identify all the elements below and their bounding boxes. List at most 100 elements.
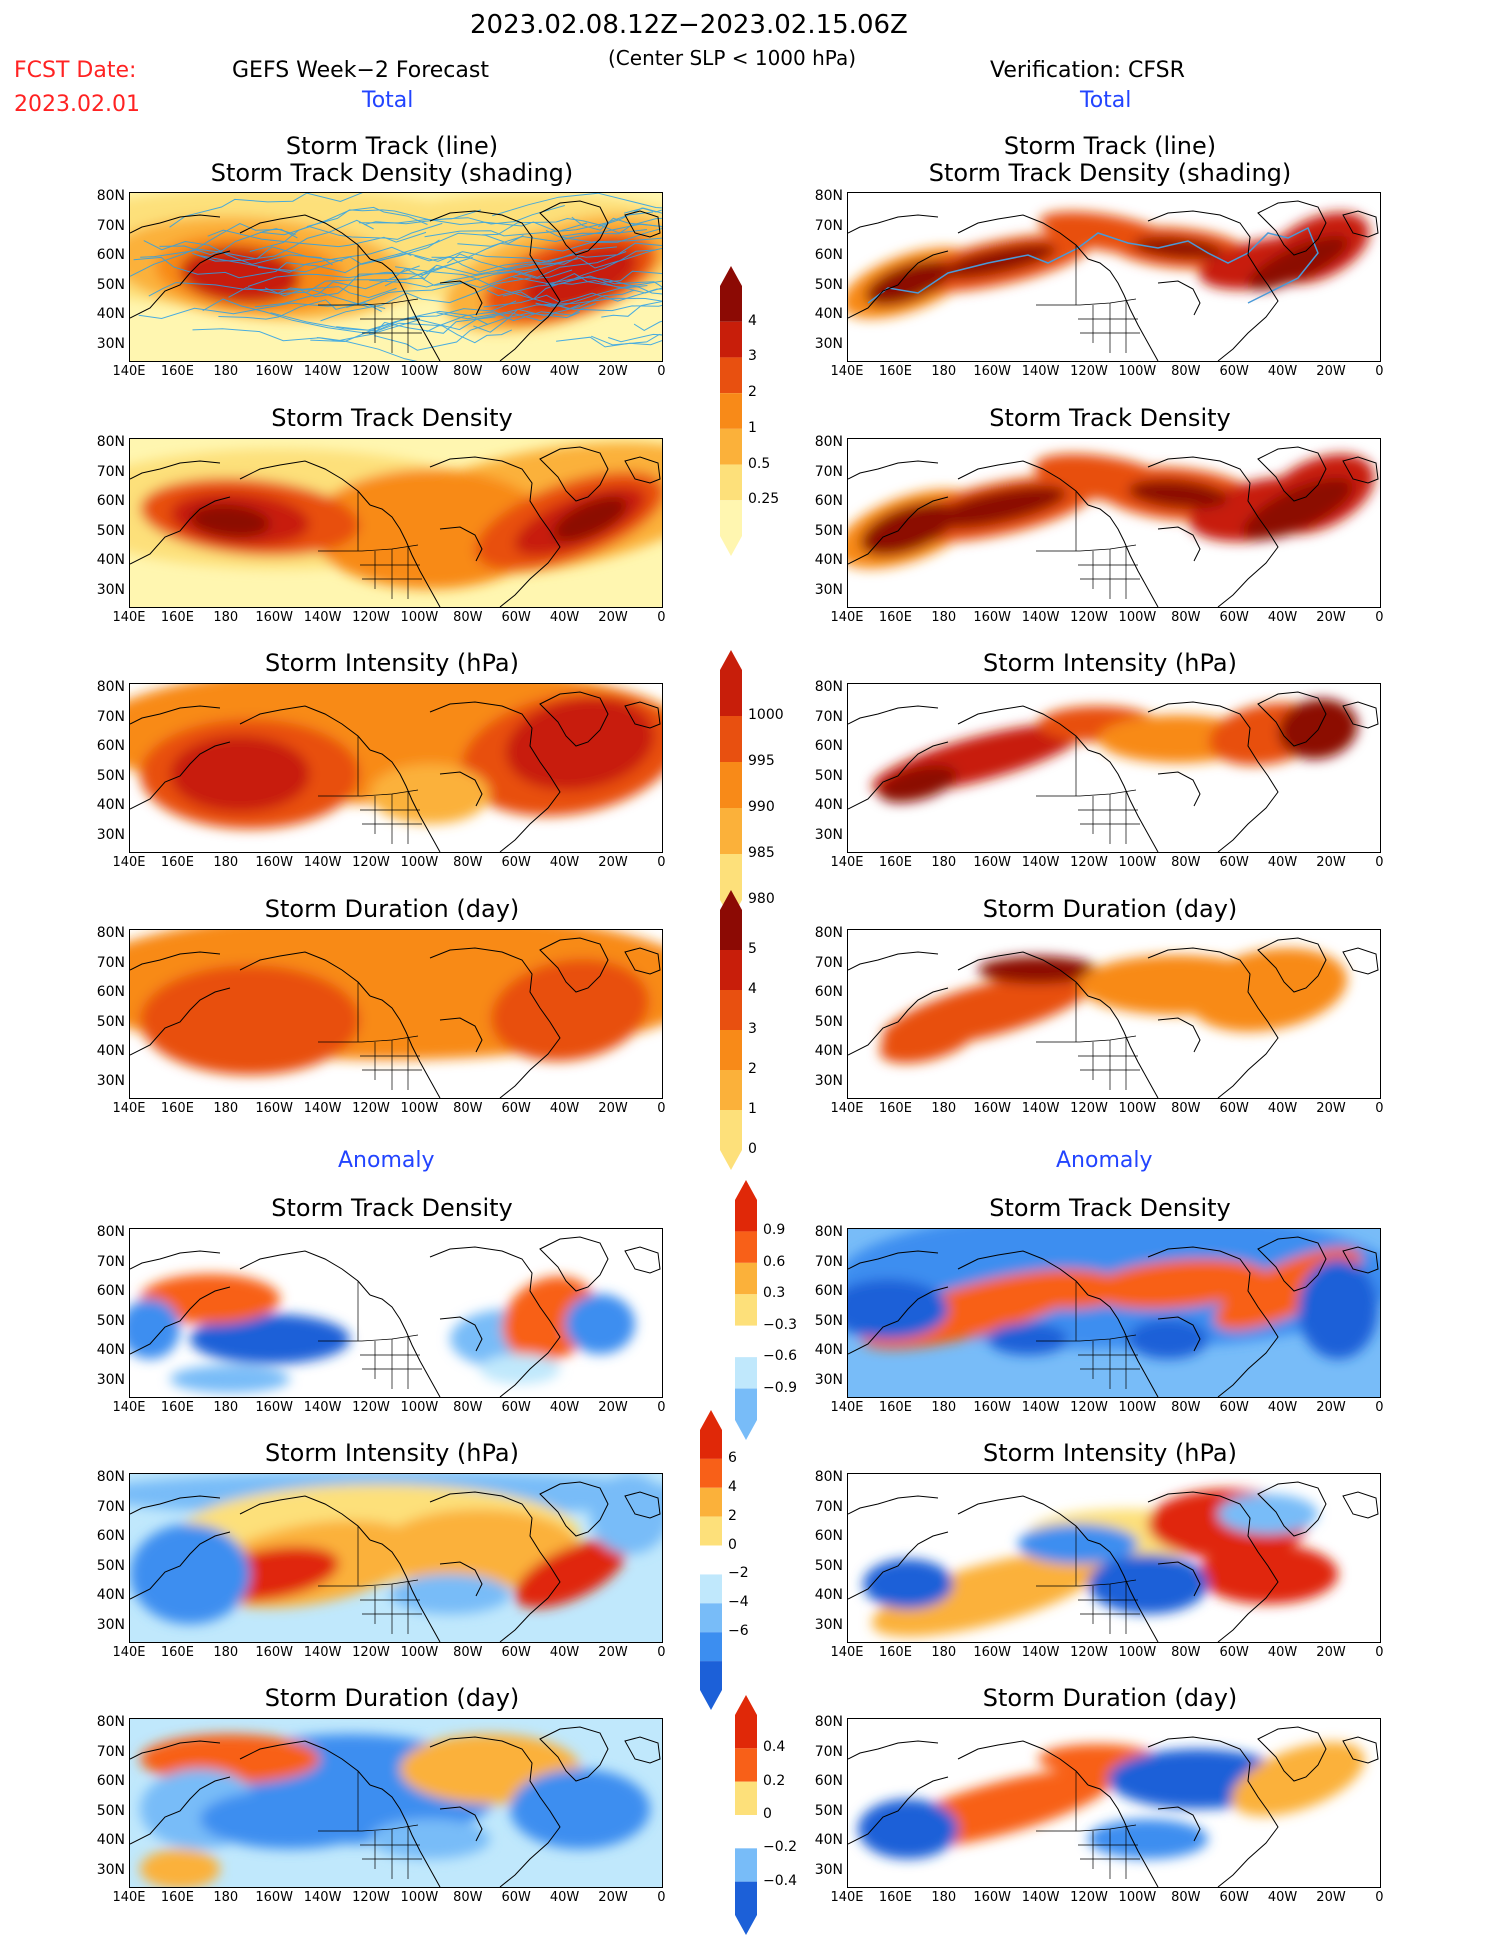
lon-tick-label: 120W [352, 364, 390, 379]
shading-region [190, 1314, 350, 1364]
lon-tick-label: 0 [1375, 364, 1384, 379]
map-cfsr-track-density [847, 438, 1381, 608]
coastline [957, 951, 1089, 997]
lat-tick-label: 60N [814, 493, 843, 509]
lat-tick-label: 50N [814, 1802, 843, 1819]
lon-tick-label: 20W [1316, 1400, 1346, 1415]
lat-tick-label: 40N [814, 1043, 843, 1059]
lon-tick-label: 60W [501, 1890, 531, 1905]
colorbar-label: −0.4 [763, 1872, 797, 1889]
track-line [320, 277, 531, 322]
colorbar-segment [735, 1200, 757, 1232]
track-line [259, 222, 443, 240]
colorbar-duration-anomaly [735, 1695, 757, 1939]
shading-region [1018, 1524, 1138, 1564]
fcst-date-label: FCST Date: [14, 58, 137, 83]
colorbar-label: 0.4 [763, 1739, 786, 1756]
shading-region [130, 1524, 250, 1624]
colorbar-label: 4 [748, 981, 757, 997]
lon-tick-label: 80W [453, 1400, 483, 1415]
colorbar-segment [720, 393, 742, 429]
lon-tick-label: 80W [453, 1645, 483, 1660]
colorbar-label: 980 [748, 891, 775, 907]
track-line [192, 219, 374, 262]
lat-tick-label: 30N [96, 826, 125, 843]
lon-tick-label: 80W [1171, 364, 1201, 379]
colorbar-arrow-top [735, 1695, 757, 1715]
lon-tick-label: 140W [1021, 610, 1060, 625]
colorbar-segment [700, 1574, 722, 1604]
shading-layer [130, 930, 662, 1075]
panel-title-right-7: Storm Duration (day) [982, 1684, 1238, 1712]
political-border [1078, 1582, 1140, 1634]
map-forecast-duration [129, 929, 663, 1099]
coastline [239, 951, 371, 997]
map-canvas [848, 1229, 1380, 1397]
lon-tick-label: 160E [160, 610, 194, 625]
lat-tick-label: 70N [96, 217, 125, 234]
lon-tick-label: 60W [501, 1645, 531, 1660]
coastline [130, 1740, 221, 1760]
political-border [1036, 298, 1137, 306]
colorbar-arrow-bottom [720, 536, 742, 556]
colorbar-label: 0 [763, 1806, 772, 1822]
coastlines [848, 937, 1379, 1098]
lon-tick-label: 80W [1171, 1890, 1201, 1905]
lat-tick-label: 30N [96, 335, 125, 352]
lon-tick-label: 120W [1070, 1890, 1108, 1905]
coastline [539, 200, 609, 256]
coastline [130, 951, 221, 971]
coastline [130, 1531, 231, 1600]
coastline [1087, 1784, 1159, 1887]
map-canvas [848, 1474, 1380, 1642]
colorbar-segment [700, 1603, 722, 1633]
colorbar-arrow-bottom [720, 1150, 742, 1170]
colorbar-segment [720, 1110, 742, 1150]
coastline [369, 1539, 441, 1642]
lon-tick-label: 20W [1316, 855, 1346, 870]
track-line [613, 247, 662, 264]
lat-tick-label: 70N [96, 463, 125, 480]
lon-tick-label: 160E [878, 610, 912, 625]
lon-tick-label: 60W [1219, 364, 1249, 379]
lat-tick-label: 80N [814, 679, 843, 695]
colorbar-segment [700, 1661, 722, 1690]
colorbar-segment [700, 1430, 722, 1459]
lon-tick-label: 160E [878, 855, 912, 870]
colorbar-segment [720, 321, 742, 358]
colorbar-label: 1000 [748, 707, 784, 723]
lon-tick-label: 160W [973, 1645, 1012, 1660]
lon-tick-label: 40W [1267, 1101, 1298, 1116]
lon-tick-label: 120W [352, 1400, 390, 1415]
lon-tick-label: 180 [213, 1101, 239, 1116]
lon-tick-label: 120W [1070, 364, 1108, 379]
lon-tick-label: 40W [549, 1400, 580, 1415]
political-border [1078, 792, 1140, 844]
map-canvas [130, 930, 662, 1098]
lat-tick-label: 60N [96, 1528, 125, 1544]
lat-tick-label: 70N [96, 1498, 125, 1515]
coastline [429, 456, 561, 607]
lat-tick-label: 40N [96, 1832, 125, 1848]
coastline [848, 705, 939, 725]
map-canvas [130, 684, 662, 852]
political-border [1078, 1827, 1140, 1879]
shading-region [200, 1789, 380, 1849]
lat-tick-label: 80N [96, 434, 125, 450]
coastline [848, 1250, 939, 1270]
coastline [1157, 1561, 1201, 1597]
colorbar-arrow-bottom [735, 1420, 757, 1440]
coastline [439, 1806, 483, 1842]
lon-tick-label: 100W [400, 1890, 439, 1905]
coastline [439, 771, 483, 807]
lon-tick-label: 0 [657, 855, 666, 870]
shading-region [1133, 237, 1223, 259]
colorbar-segment [735, 1357, 757, 1389]
colorbar-segment [720, 910, 742, 950]
coastline [369, 1784, 441, 1887]
lat-tick-label: 40N [96, 797, 125, 813]
lat-tick-label: 50N [96, 1013, 125, 1030]
shading-region [978, 956, 1098, 984]
colorbar-label: −0.6 [763, 1348, 797, 1365]
coastline [439, 1017, 483, 1053]
